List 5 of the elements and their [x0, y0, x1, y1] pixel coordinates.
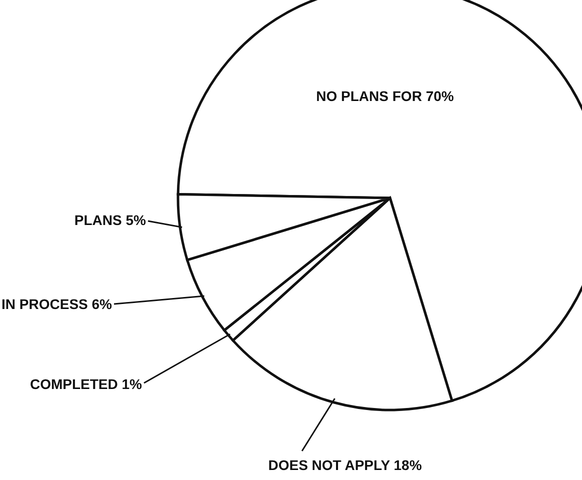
- slice-label: PLANS 5%: [74, 212, 147, 228]
- slice-label: DOES NOT APPLY 18%: [268, 457, 422, 473]
- slice-label: IN PROCESS 6%: [2, 296, 113, 312]
- slice-label: NO PLANS FOR 70%: [316, 88, 454, 104]
- slice-label: COMPLETED 1%: [30, 376, 143, 392]
